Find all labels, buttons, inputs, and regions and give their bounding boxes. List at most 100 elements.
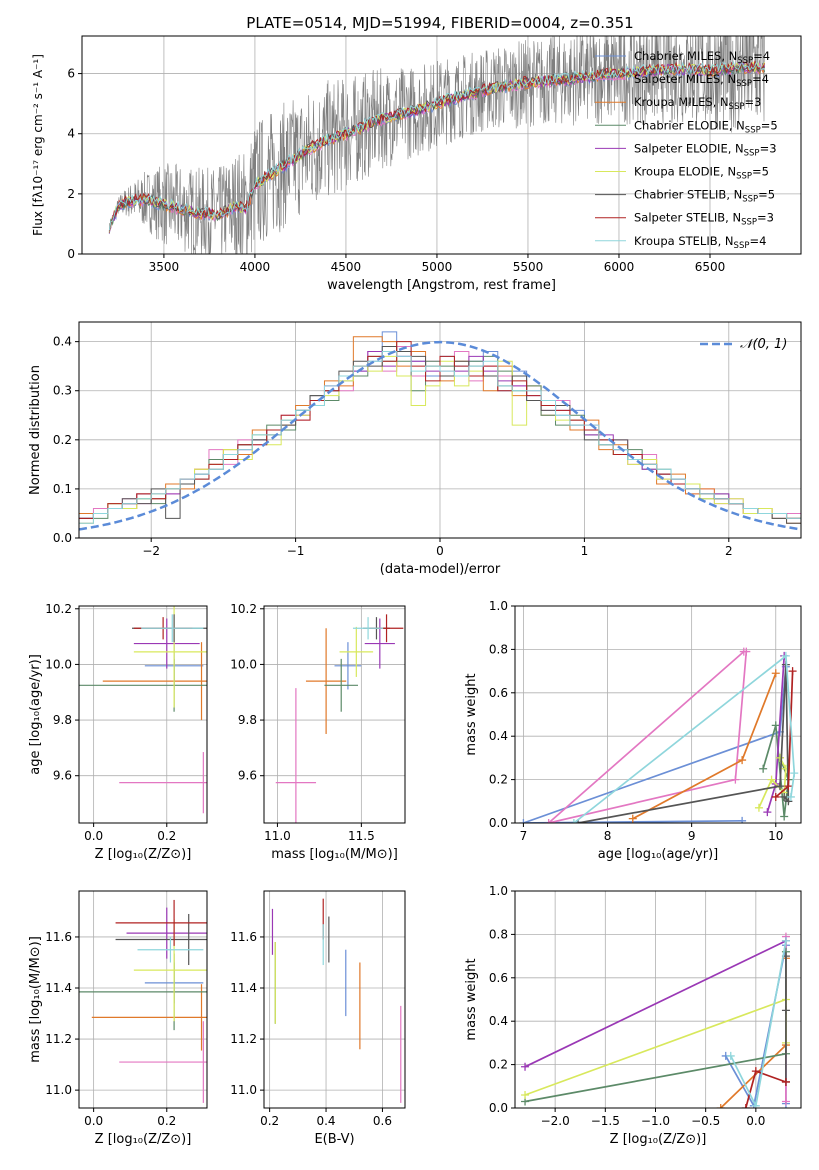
weight-marker-3	[628, 814, 637, 823]
weight-marker-9	[569, 819, 578, 823]
x-tick-label: 0.6	[373, 1114, 392, 1128]
panel-weight-vs-Z: −2.0 −1.5 −1.0 −0.5 0.0 0.0 0.2 0.4 0.6 0.8 1.0 Z […	[464, 884, 802, 1147]
legend-sub: SSP	[741, 218, 757, 228]
x-tick-label: 5000	[422, 260, 453, 274]
weight-line-7	[577, 664, 790, 823]
weight-marker-9	[781, 936, 790, 945]
y-tick-label: 6	[67, 67, 75, 81]
y-tick-label: 11.4	[45, 981, 72, 995]
plot-area-mass-vs-Z	[79, 899, 207, 1103]
plot-area-age-vs-mass	[275, 614, 404, 823]
x-tick-label: 8	[604, 829, 612, 843]
x-tick-label: 0.2	[157, 1114, 176, 1128]
y-tick-label: 11.4	[230, 981, 257, 995]
legend-sub: SSP	[734, 241, 750, 251]
x-tick-label: 9	[688, 829, 696, 843]
panel-mass-vs-EBV: 0.2 0.4 0.6 11.0 11.2 11.4 11.6 E(B-V)	[230, 890, 406, 1147]
legend-suffix: =5	[761, 118, 778, 132]
x-tick-label: 6500	[695, 260, 726, 274]
weight-marker-8	[751, 1067, 760, 1076]
y-tick-label: 0.2	[489, 773, 508, 787]
histogram-series-9	[79, 350, 801, 538]
weight-marker-4	[780, 812, 789, 821]
y-tick-label: 0.3	[53, 384, 72, 398]
weight-marker-7	[784, 797, 793, 806]
legend-suffix: =4	[749, 234, 766, 248]
y-axis-label: age [log₁₀(age/yr)]	[28, 654, 43, 775]
legend-entry-9: Kroupa STELIB, NSSP=4	[634, 234, 766, 251]
legend-name: Salpeter MILES, N	[634, 72, 736, 86]
model-spectrum-9	[108, 60, 765, 231]
weight-marker-6	[754, 803, 763, 812]
x-tick-label: 1	[581, 544, 589, 558]
weight-marker-8	[741, 1104, 750, 1108]
weight-marker-7	[780, 792, 789, 801]
legend-name: Salpeter STELIB, N	[634, 211, 741, 225]
y-axis-label: Normed distribution	[28, 365, 43, 495]
y-tick-label: 11.6	[45, 930, 72, 944]
legend-suffix: =5	[758, 188, 775, 202]
y-axis-label: mass weight	[464, 958, 479, 1040]
y-tick-label: 9.8	[53, 713, 72, 727]
y-axis-label: Flux [fλ10⁻¹⁷ erg cm⁻² s⁻¹ A⁻¹]	[31, 54, 45, 236]
y-tick-label: 11.2	[45, 1032, 72, 1046]
x-tick-label: 0.0	[84, 829, 103, 843]
weight-marker-2	[742, 647, 751, 656]
x-tick-label: −2	[142, 544, 160, 558]
x-tick-label: −1	[287, 544, 305, 558]
x-tick-label: −1.0	[641, 1114, 670, 1128]
weight-marker-5	[521, 1062, 530, 1071]
weight-line-3	[632, 672, 777, 820]
weight-marker-3	[771, 669, 780, 678]
legend-sub: SSP	[742, 195, 758, 205]
x-axis-label: mass [log₁₀(M/M⊙)]	[271, 847, 398, 862]
weight-marker-9	[790, 769, 799, 778]
x-tick-label: −1.5	[591, 1114, 620, 1128]
weight-marker-9	[781, 651, 790, 660]
legend-name: Kroupa MILES, N	[634, 95, 729, 109]
panel-spectrum: 3500 4000 4500 5000 5500 6000 6500 0 2 4 6 waveleng…	[31, 35, 802, 293]
x-tick-label: 4500	[331, 260, 362, 274]
legend-sub: SSP	[736, 79, 752, 89]
legend-name: Chabrier ELODIE, N	[634, 118, 745, 132]
weight-marker-8	[784, 782, 793, 791]
plot-area-mass-vs-EBV	[271, 898, 402, 1103]
x-tick-label: 11.5	[348, 829, 375, 843]
x-axis-label: wavelength [Angstrom, rest frame]	[327, 278, 556, 293]
y-tick-label: 10.2	[45, 602, 72, 616]
weight-marker-6	[521, 1090, 530, 1099]
x-tick-label: 3500	[149, 260, 180, 274]
legend-suffix: =3	[744, 95, 761, 109]
observed-spectrum	[109, 36, 765, 254]
y-tick-label: 0.0	[489, 1101, 508, 1115]
y-tick-label: 0.4	[53, 335, 72, 349]
legend-sub: SSP	[744, 148, 760, 158]
y-tick-label: 9.6	[238, 769, 257, 783]
legend-suffix: =3	[757, 211, 774, 225]
y-tick-label: 0.4	[489, 1014, 508, 1028]
y-axis-label: mass [log₁₀(M/M⊙)]	[28, 936, 43, 1063]
y-tick-label: 0.4	[489, 729, 508, 743]
axes-frame	[514, 890, 802, 1109]
x-tick-label: 0	[436, 544, 444, 558]
x-axis-label: Z [log₁₀(Z/Z⊙)]	[610, 1132, 707, 1147]
weight-marker-4	[771, 721, 780, 730]
x-tick-label: 0.2	[157, 829, 176, 843]
x-tick-label: 7	[520, 829, 528, 843]
weight-marker-7	[781, 1006, 790, 1015]
legend-name: Salpeter ELODIE, N	[634, 141, 744, 155]
legend-normal-label: 𝒩(0, 1)	[740, 337, 787, 352]
legend-name: Chabrier STELIB, N	[634, 188, 742, 202]
x-tick-label: 6000	[604, 260, 635, 274]
plot-area-weight-vs-age	[519, 647, 799, 823]
weight-marker-8	[788, 667, 797, 676]
weight-marker-1	[519, 819, 528, 823]
legend-name: Kroupa ELODIE, N	[634, 165, 736, 179]
weight-line-5	[524, 940, 787, 1068]
legend-entry-6: Kroupa ELODIE, NSSP=5	[634, 165, 769, 182]
y-tick-label: 11.6	[230, 930, 257, 944]
weight-marker-7	[775, 782, 784, 791]
x-axis-label: Z [log₁₀(Z/Z⊙)]	[95, 1132, 192, 1147]
